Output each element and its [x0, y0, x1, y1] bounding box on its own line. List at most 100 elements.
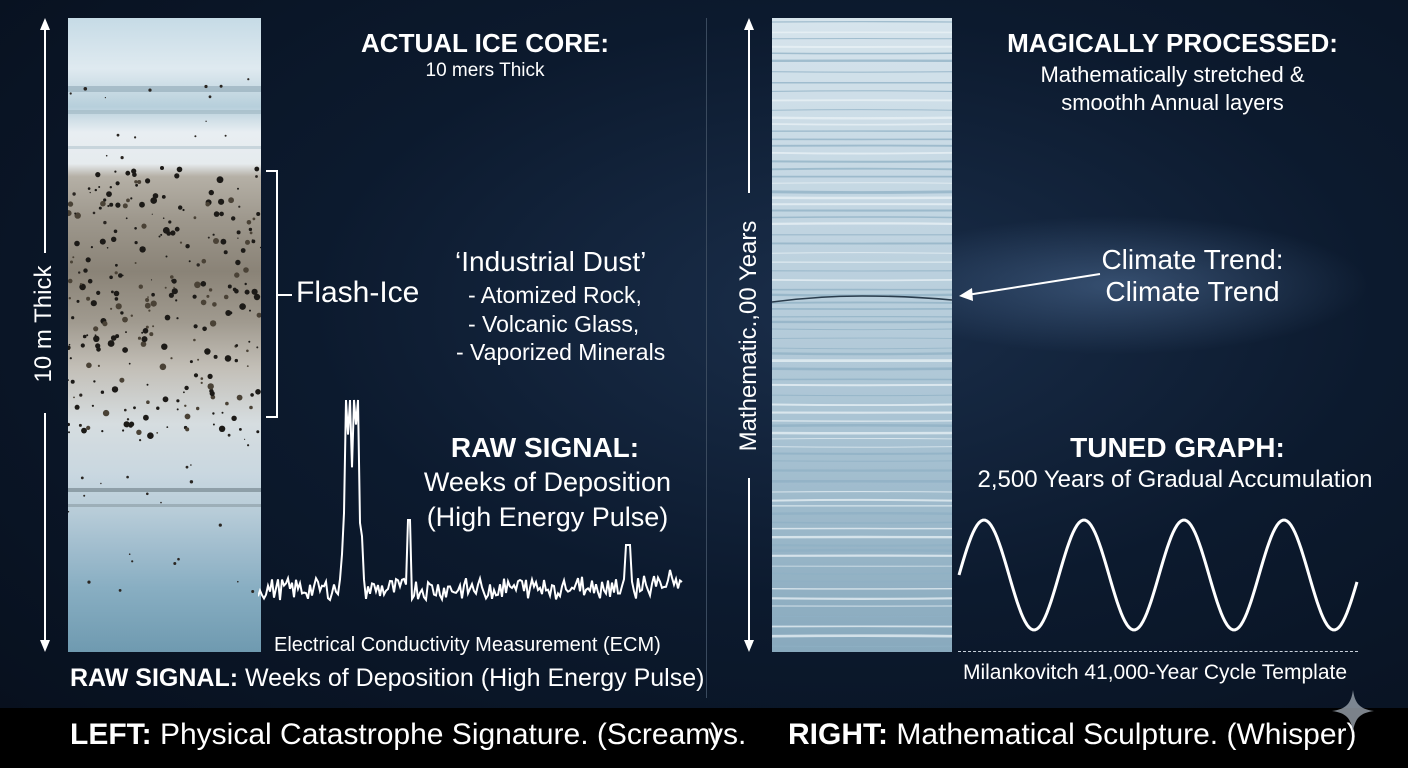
dust-particle — [189, 480, 194, 484]
dust-particle — [80, 343, 85, 348]
dust-particle — [236, 230, 241, 235]
dust-particle — [152, 193, 159, 199]
dust-particle — [179, 241, 183, 244]
dust-particle — [213, 211, 220, 217]
dust-particle — [93, 326, 99, 332]
dust-particle — [150, 197, 157, 204]
dust-particle — [200, 377, 204, 380]
dust-particle — [237, 580, 239, 583]
dust-particle — [85, 257, 91, 263]
ecm-signal-line — [258, 399, 683, 603]
dust-particle — [90, 246, 93, 249]
dust-particle — [102, 409, 110, 417]
annual-layer-line — [772, 615, 952, 618]
annual-layer-line — [772, 90, 952, 92]
flash-ice-bracket — [266, 170, 278, 418]
trend-glow — [950, 215, 1370, 355]
dust-particle — [72, 256, 75, 259]
left-scale-label: 10 m Thick — [30, 265, 57, 383]
ecm-label: Electrical Conductivity Measurement (ECM… — [274, 634, 661, 656]
dust-title: ‘Industrial Dust’ — [455, 246, 647, 277]
dust-particle — [72, 192, 76, 196]
annual-layer-line — [772, 544, 952, 547]
annual-layer-line — [772, 572, 952, 575]
flash-ice-label: Flash-Ice — [296, 276, 420, 309]
dust-particle — [248, 340, 251, 343]
dust-particle — [251, 239, 256, 244]
dust-particle — [240, 248, 246, 253]
dust-particle — [184, 413, 191, 420]
dust-particle — [87, 278, 93, 284]
annual-layer-line — [772, 109, 952, 111]
template-baseline — [958, 651, 1358, 652]
dust-particle — [200, 381, 203, 384]
dust-particle — [122, 316, 128, 323]
dust-particle — [182, 208, 185, 212]
dust-particle — [98, 206, 102, 210]
flash-ice-tick — [278, 294, 292, 296]
dust-particle — [204, 84, 208, 89]
dust-particle — [224, 134, 227, 137]
dust-particle — [256, 430, 260, 434]
dust-particle — [134, 241, 138, 245]
dust-particle — [113, 229, 118, 234]
dust-particle — [248, 227, 253, 232]
dust-particle — [254, 166, 260, 172]
dust-particle — [86, 334, 89, 337]
raw-signal-line2: (High Energy Pulse) — [426, 502, 669, 532]
left-caption-bold: RAW SIGNAL: — [70, 664, 239, 692]
dust-particle — [144, 302, 151, 309]
dust-particle — [68, 431, 70, 434]
dust-particle — [100, 200, 106, 207]
annual-layer-line — [772, 352, 952, 356]
dust-particle — [227, 284, 232, 289]
dust-particle — [201, 258, 207, 264]
trend-label-1: Climate Trend: — [1101, 244, 1284, 275]
dust-particle — [68, 278, 73, 284]
dust-particle — [235, 259, 241, 266]
left-subtitle: 10 mers Thick — [425, 60, 545, 81]
dust-particle — [256, 346, 259, 349]
dust-particle — [146, 400, 150, 405]
dust-particle — [194, 281, 201, 289]
dust-particle — [249, 231, 253, 235]
dust-particle — [143, 414, 149, 421]
dust-particle — [225, 310, 232, 316]
dust-particle — [68, 297, 71, 300]
dust-particle — [171, 288, 178, 295]
annual-layer-line — [772, 521, 952, 524]
annual-layer-line — [772, 151, 952, 155]
dust-particle — [97, 364, 100, 367]
dust-particle — [149, 332, 154, 337]
dust-particle — [69, 92, 72, 95]
dust-particle — [150, 300, 157, 307]
dust-particle — [207, 383, 214, 390]
dust-particle — [249, 405, 253, 410]
dust-particle — [89, 191, 91, 194]
dust-particle — [160, 166, 164, 170]
dust-particle — [126, 198, 130, 203]
dust-particle — [122, 347, 128, 353]
dust-particle — [190, 464, 192, 466]
dust-particle — [99, 238, 106, 245]
dust-particle — [236, 394, 243, 401]
annual-layer-line — [772, 222, 952, 225]
dust-particle — [134, 227, 137, 230]
dust-particle — [106, 247, 109, 249]
right-scale-arrow — [734, 18, 764, 652]
dust-particle — [140, 341, 147, 347]
annual-layer-line — [772, 367, 952, 371]
dust-particle — [86, 425, 91, 430]
dust-particle — [223, 250, 228, 255]
dust-particle — [246, 349, 249, 353]
dust-particle — [69, 357, 72, 360]
dust-particle — [164, 286, 167, 289]
dust-particle — [126, 418, 130, 421]
dust-particle — [109, 275, 113, 280]
dust-particle — [176, 166, 183, 173]
dust-particle — [135, 183, 138, 187]
tuned-graph-title: TUNED GRAPH: — [1070, 432, 1285, 463]
dust-particle — [239, 428, 242, 431]
dust-particle — [244, 438, 246, 440]
dust-particle — [176, 408, 179, 411]
